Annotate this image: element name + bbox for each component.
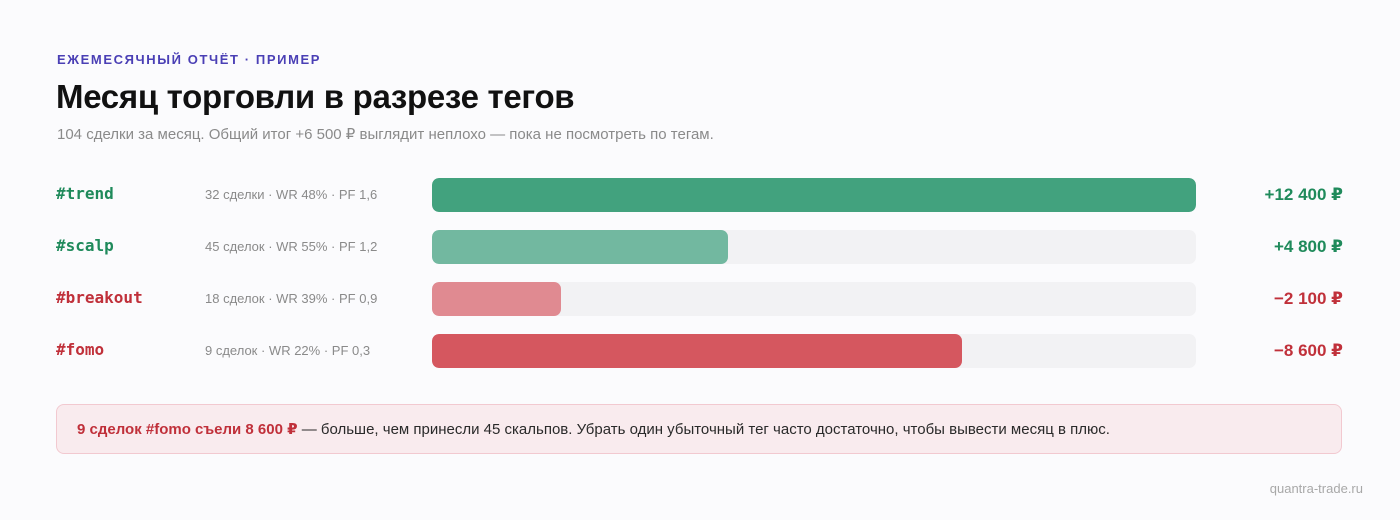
bar-track	[432, 230, 1196, 264]
bar-track	[432, 334, 1196, 368]
tag-label: #breakout	[56, 288, 143, 307]
callout-highlight: 9 сделок #fomo съели 8 600 ₽	[77, 421, 298, 438]
tag-label: #scalp	[56, 236, 114, 255]
tag-row: #fomo 9 сделок · WR 22% · PF 0,3 −8 600 ₽	[0, 334, 1400, 368]
site-footer: quantra-trade.ru	[1269, 481, 1363, 496]
tag-row: #scalp 45 сделок · WR 55% · PF 1,2 +4 800 …	[0, 230, 1400, 264]
pnl-amount: +4 800 ₽	[1273, 237, 1343, 256]
page-title: Месяц торговли в разрезе тегов	[56, 78, 575, 115]
pnl-amount: −2 100 ₽	[1273, 289, 1343, 308]
tag-label: #fomo	[56, 340, 105, 359]
tag-label: #trend	[56, 184, 114, 203]
tag-stats: 18 сделок · WR 39% · PF 0,9	[205, 291, 378, 306]
insight-callout: 9 сделок #fomo съели 8 600 ₽ — больше, ч…	[56, 404, 1342, 454]
callout-text: — больше, чем принесли 45 скальпов. Убра…	[297, 421, 1110, 438]
bar-fill	[432, 282, 561, 316]
report-eyebrow: ЕЖЕМЕСЯЧНЫЙ ОТЧЁТ · ПРИМЕР	[57, 52, 322, 67]
pnl-amount: +12 400 ₽	[1264, 185, 1343, 204]
tag-stats: 32 сделки · WR 48% · PF 1,6	[205, 187, 378, 202]
bar-track	[432, 178, 1196, 212]
bar-fill	[432, 230, 728, 264]
tag-row: #trend 32 сделки · WR 48% · PF 1,6 +12 400…	[0, 178, 1400, 212]
tag-stats: 45 сделок · WR 55% · PF 1,2	[205, 239, 378, 254]
bar-fill	[432, 334, 962, 368]
tag-stats: 9 сделок · WR 22% · PF 0,3	[205, 343, 371, 358]
page-subtitle: 104 сделки за месяц. Общий итог +6 500 ₽…	[57, 126, 714, 143]
bar-track	[432, 282, 1196, 316]
bar-fill	[432, 178, 1196, 212]
pnl-amount: −8 600 ₽	[1273, 341, 1343, 360]
tag-row: #breakout 18 сделок · WR 39% · PF 0,9 −2 1…	[0, 282, 1400, 316]
